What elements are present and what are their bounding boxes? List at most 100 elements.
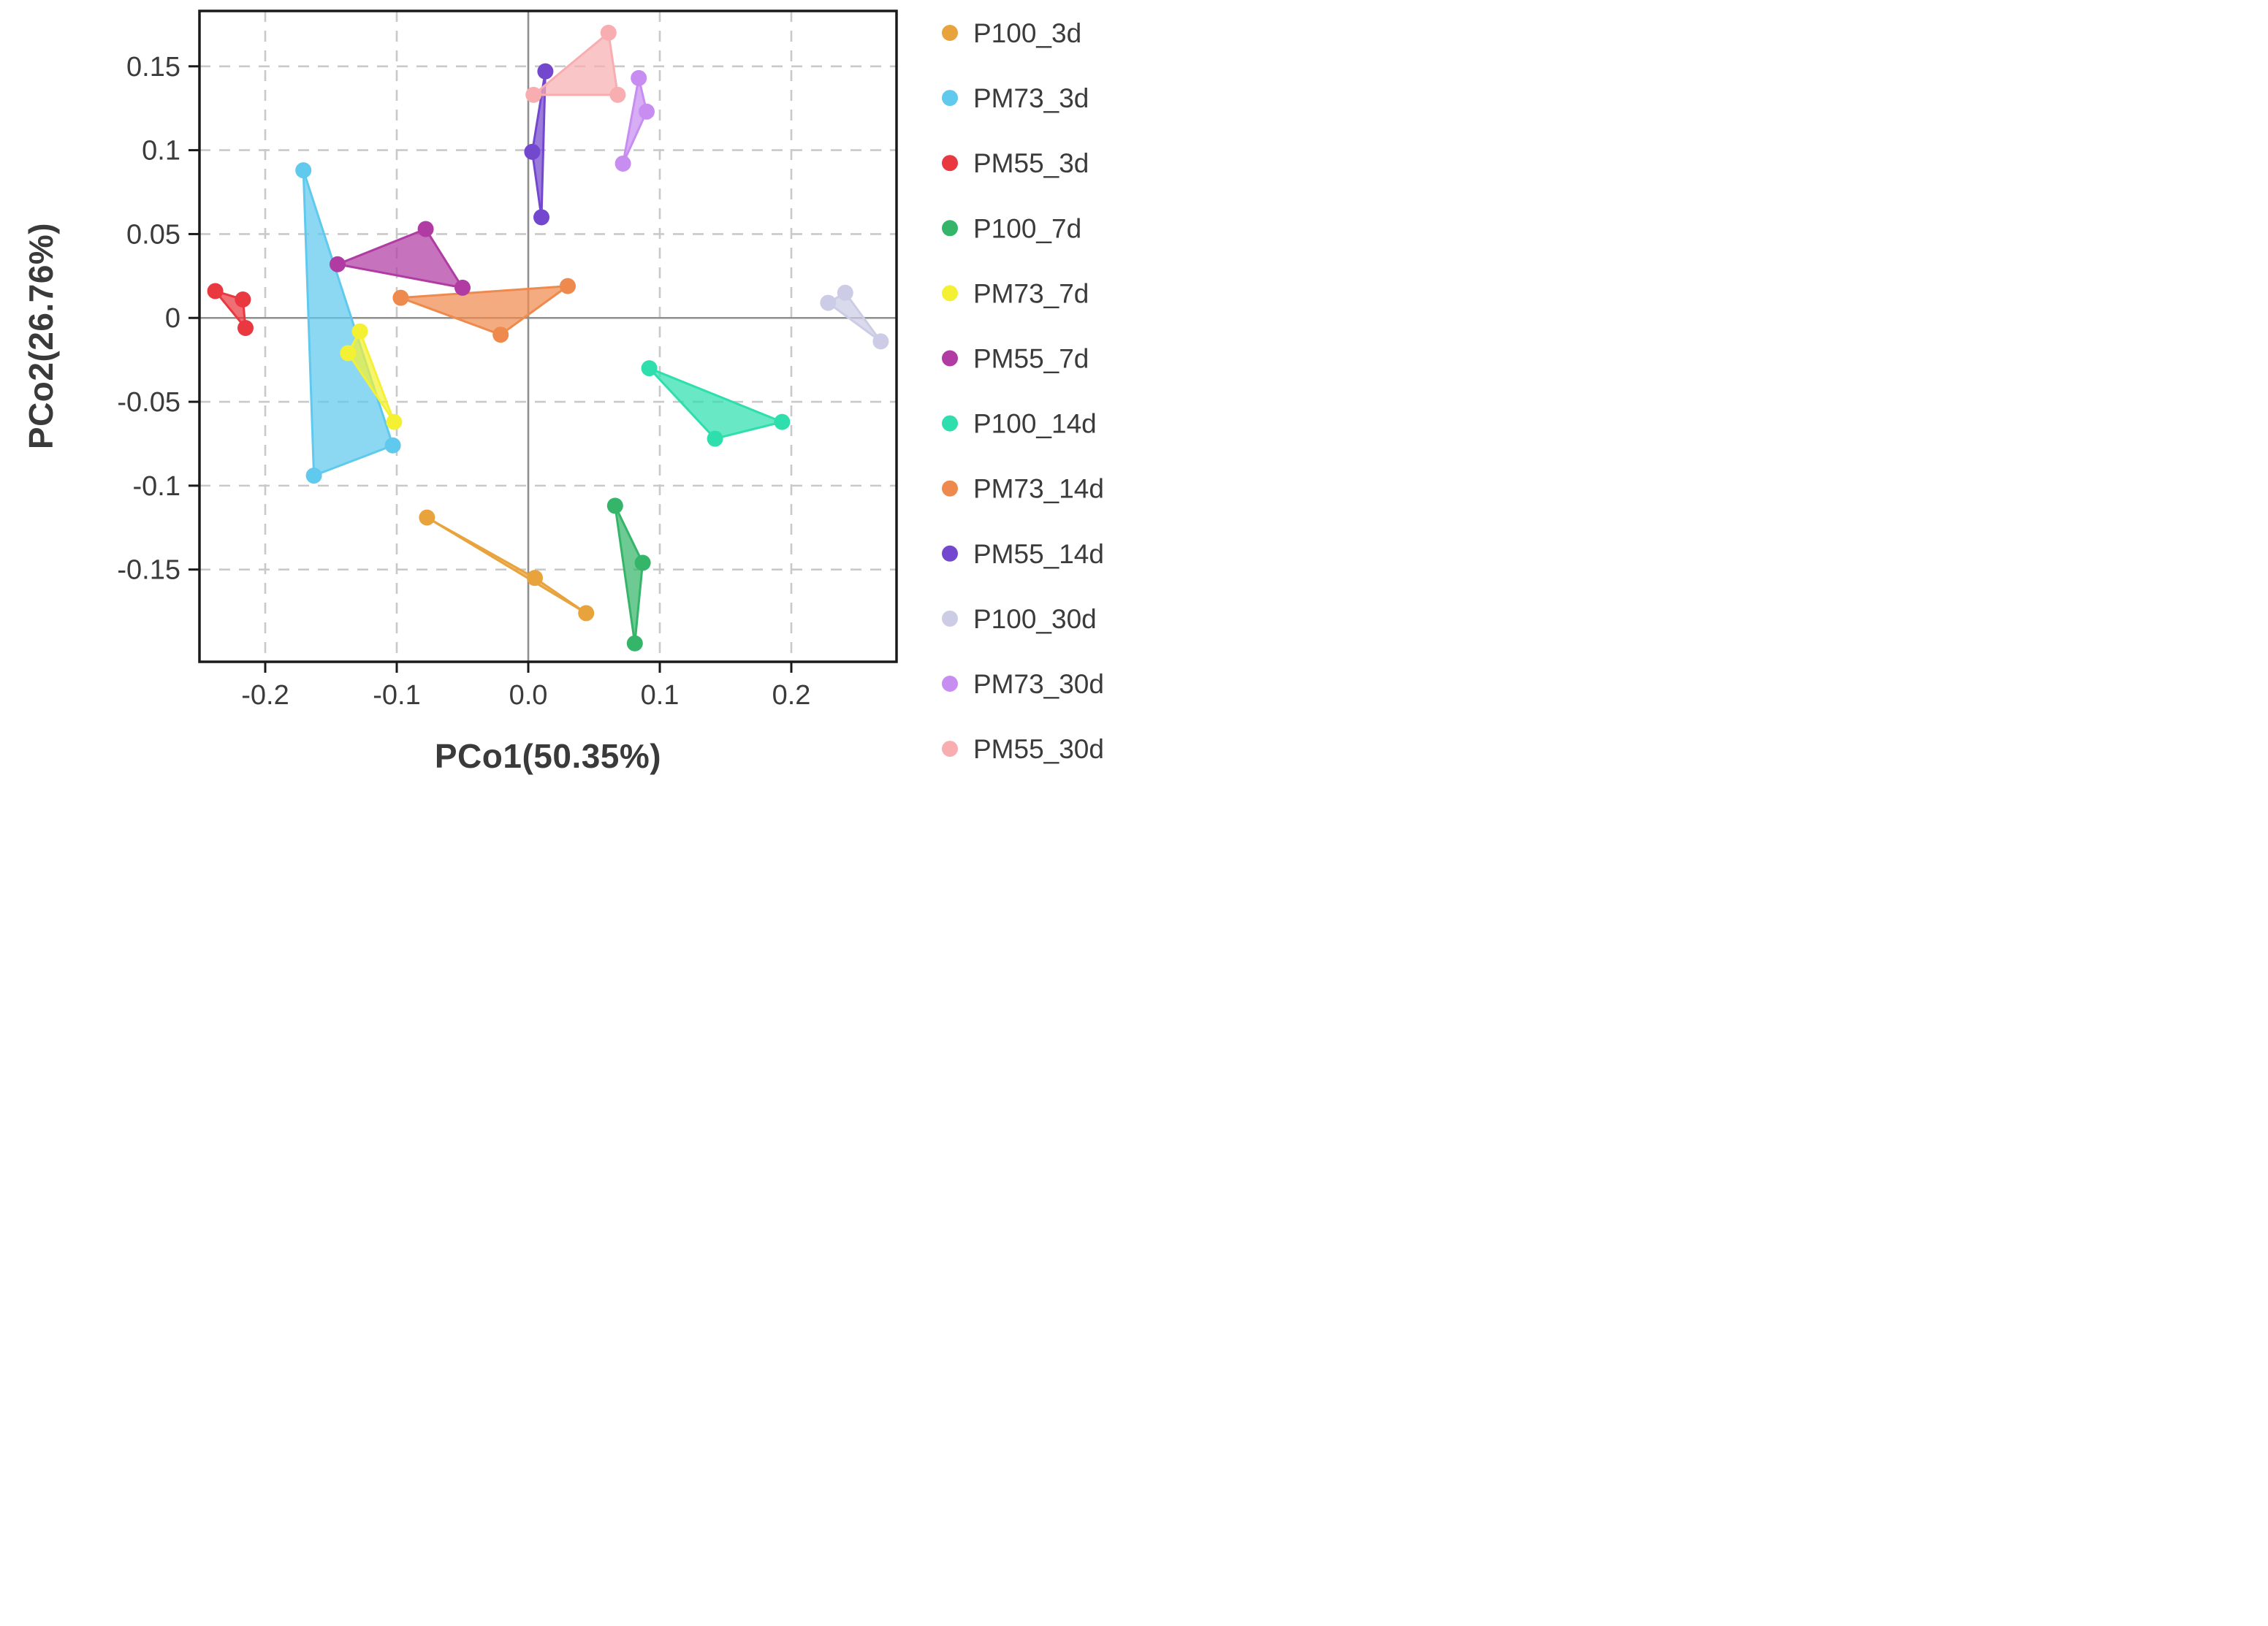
- x-tick-label: 0.0: [509, 680, 548, 711]
- legend-swatch-PM73_30d: [942, 676, 958, 692]
- data-point-P100_14d: [707, 430, 723, 447]
- legend-swatch-PM55_30d: [942, 741, 958, 757]
- data-point-PM55_30d: [525, 86, 542, 103]
- y-axis-title: PCo2(26.76%): [22, 222, 60, 450]
- data-point-P100_30d: [837, 284, 853, 301]
- data-point-P100_7d: [606, 497, 623, 514]
- legend-item-PM73_30d: PM73_30d: [942, 669, 1104, 699]
- legend-swatch-P100_3d: [942, 25, 958, 41]
- data-point-P100_30d: [820, 294, 837, 311]
- data-point-PM73_14d: [560, 278, 576, 294]
- legend-label: PM73_7d: [973, 278, 1089, 308]
- hull-P100_30d: [826, 291, 882, 343]
- x-tick-label: 0.2: [772, 680, 811, 711]
- pcoa-plot-canvas: -0.2 -0.1 0.0 0.1 0.2 0.15 0.1 0.05 0 -0.05 -0.1 -0…: [117, 9, 1104, 764]
- data-point-PM55_7d: [454, 279, 471, 296]
- data-point-PM55_3d: [207, 283, 224, 299]
- data-point-PM55_14d: [533, 209, 549, 226]
- y-tick-label: -0.05: [117, 387, 180, 418]
- data-point-P100_3d: [419, 509, 435, 526]
- y-tick-label: 0.1: [142, 136, 180, 167]
- hull-PM73_30d: [622, 77, 648, 165]
- hull-PM73_7d: [346, 330, 395, 424]
- data-point-PM73_14d: [492, 327, 509, 343]
- legend-item-PM73_3d: PM73_3d: [942, 83, 1089, 113]
- data-point-PM55_30d: [600, 24, 617, 41]
- y-tick-label: -0.15: [117, 555, 180, 586]
- legend-label: PM55_14d: [973, 539, 1104, 569]
- y-tick-label: 0: [165, 303, 180, 334]
- legend-swatch-P100_30d: [942, 610, 958, 627]
- legend-swatch-PM73_3d: [942, 90, 958, 107]
- plot-frame: [198, 9, 898, 663]
- x-tick-label: -0.2: [241, 680, 289, 711]
- legend-swatch-PM55_7d: [942, 350, 958, 367]
- legend-item-PM73_7d: PM73_7d: [942, 278, 1089, 308]
- data-point-P100_7d: [634, 554, 651, 571]
- data-point-PM55_14d: [524, 143, 541, 160]
- legend-swatch-P100_14d: [942, 415, 958, 432]
- y-tick-label: 0.05: [126, 219, 180, 250]
- data-point-P100_30d: [872, 333, 889, 350]
- pcoa-figure: -0.2 -0.1 0.0 0.1 0.2 0.15 0.1 0.05 0 -0.05 -0.1 -0…: [0, 0, 1134, 813]
- data-point-PM73_3d: [384, 437, 401, 454]
- legend-item-P100_14d: P100_14d: [942, 409, 1097, 439]
- legend-item-P100_3d: P100_3d: [942, 18, 1081, 48]
- legend-item-P100_7d: P100_7d: [942, 213, 1081, 243]
- legend-item-PM55_7d: PM55_7d: [942, 344, 1089, 374]
- legend-label: P100_14d: [973, 409, 1097, 439]
- legend-item-P100_30d: P100_30d: [942, 604, 1097, 634]
- data-point-PM73_7d: [340, 345, 357, 362]
- data-point-PM73_30d: [639, 103, 655, 120]
- x-axis-title: PCo1(50.35%): [434, 737, 662, 775]
- legend-label: PM73_30d: [973, 669, 1104, 699]
- legend-label: P100_7d: [973, 213, 1081, 243]
- data-point-P100_14d: [774, 413, 791, 430]
- legend-label: PM73_14d: [973, 474, 1104, 504]
- x-tick-label: -0.1: [373, 680, 420, 711]
- data-point-PM55_7d: [330, 256, 346, 272]
- data-point-PM55_14d: [537, 63, 554, 80]
- data-point-PM73_7d: [386, 413, 403, 430]
- hull-PM73_3d: [302, 169, 395, 477]
- data-point-PM73_7d: [351, 323, 368, 340]
- data-point-PM73_3d: [295, 162, 312, 179]
- legend-item-PM55_30d: PM55_30d: [942, 734, 1104, 764]
- y-tick-label: -0.1: [133, 471, 180, 502]
- legend-swatch-PM55_3d: [942, 155, 958, 172]
- hull-PM55_14d: [530, 70, 547, 218]
- hull-P100_14d: [648, 367, 783, 440]
- hull-PM73_14d: [399, 285, 569, 336]
- hull-P100_3d: [425, 516, 587, 614]
- data-point-PM55_3d: [237, 320, 254, 337]
- hull-PM55_30d: [532, 31, 619, 96]
- data-point-P100_7d: [626, 635, 643, 652]
- legend-swatch-PM55_14d: [942, 545, 958, 562]
- data-point-PM55_3d: [235, 291, 251, 308]
- data-point-PM73_30d: [614, 155, 631, 172]
- legend-swatch-P100_7d: [942, 220, 958, 237]
- legend-item-PM73_14d: PM73_14d: [942, 474, 1104, 504]
- legend-label: PM55_7d: [973, 344, 1089, 374]
- legend-label: PM73_3d: [973, 83, 1089, 113]
- legend-label: P100_3d: [973, 18, 1081, 48]
- data-point-P100_14d: [641, 360, 658, 377]
- hull-PM55_7d: [336, 228, 464, 289]
- legend-swatch-PM73_7d: [942, 285, 958, 302]
- data-point-P100_3d: [578, 605, 595, 622]
- data-point-PM73_30d: [631, 69, 647, 86]
- legend-item-PM55_3d: PM55_3d: [942, 148, 1089, 178]
- hull-P100_7d: [614, 504, 644, 645]
- data-point-PM73_3d: [305, 467, 322, 484]
- legend-swatch-PM73_14d: [942, 480, 958, 497]
- legend-label: PM55_30d: [973, 734, 1104, 764]
- legend-label: PM55_3d: [973, 148, 1089, 178]
- x-tick-label: 0.1: [641, 680, 680, 711]
- data-point-PM55_30d: [609, 86, 626, 103]
- data-point-P100_3d: [527, 570, 543, 587]
- data-point-PM55_7d: [417, 221, 434, 237]
- legend-item-PM55_14d: PM55_14d: [942, 539, 1104, 569]
- data-point-PM73_14d: [392, 289, 409, 306]
- legend-label: P100_30d: [973, 604, 1097, 634]
- y-tick-label: 0.15: [126, 52, 180, 83]
